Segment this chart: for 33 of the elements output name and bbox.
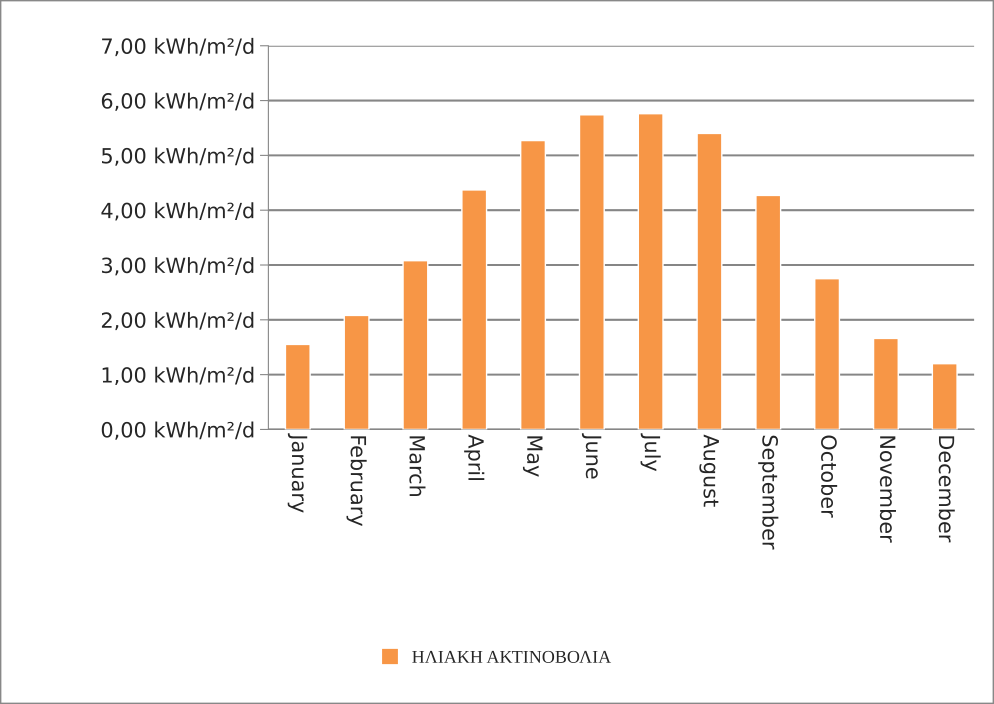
bar <box>814 278 840 430</box>
y-tick-label: 2,00 kWh/m²/d <box>102 312 254 330</box>
y-tick-label: 6,00 kWh/m²/d <box>102 92 254 111</box>
x-tick-label: August <box>699 434 719 507</box>
bar <box>402 260 428 430</box>
bar <box>638 113 664 430</box>
x-tick-label: September <box>758 436 778 550</box>
bar <box>932 362 958 430</box>
bar <box>872 338 899 430</box>
bar <box>755 194 782 430</box>
bar <box>578 114 605 430</box>
x-tick-label: November <box>880 436 896 543</box>
x-tick-label: July <box>640 433 661 472</box>
y-tick-label: 1,00 kWh/m²/d <box>102 366 254 385</box>
legend-label: ΗΛΙΑΚΗ ΑΚΤΙΝΟΒΟΛΙΑ <box>412 650 612 663</box>
y-tick-label: 5,00 kWh/m²/d <box>102 147 254 166</box>
x-tick-label: February <box>346 436 367 526</box>
x-tick-label: April <box>464 434 484 480</box>
bar <box>461 189 488 430</box>
bar <box>344 314 370 430</box>
x-tick-label: June <box>582 433 602 479</box>
y-tick-label: 7,00 kWh/m²/d <box>102 38 254 56</box>
x-tick-label: January <box>288 433 308 513</box>
bar <box>520 140 546 430</box>
x-tick-label: October <box>821 435 838 518</box>
y-tick-label: 3,00 kWh/m²/d <box>102 257 254 276</box>
y-tick-label: 0,00 kWh/m²/d <box>102 422 254 440</box>
bar <box>696 132 723 430</box>
x-tick-label: May <box>522 436 542 477</box>
x-tick-label: December <box>938 436 955 542</box>
bar <box>284 344 311 430</box>
y-tick-label: 4,00 kWh/m²/d <box>101 202 254 221</box>
x-tick-label: March <box>409 436 426 496</box>
